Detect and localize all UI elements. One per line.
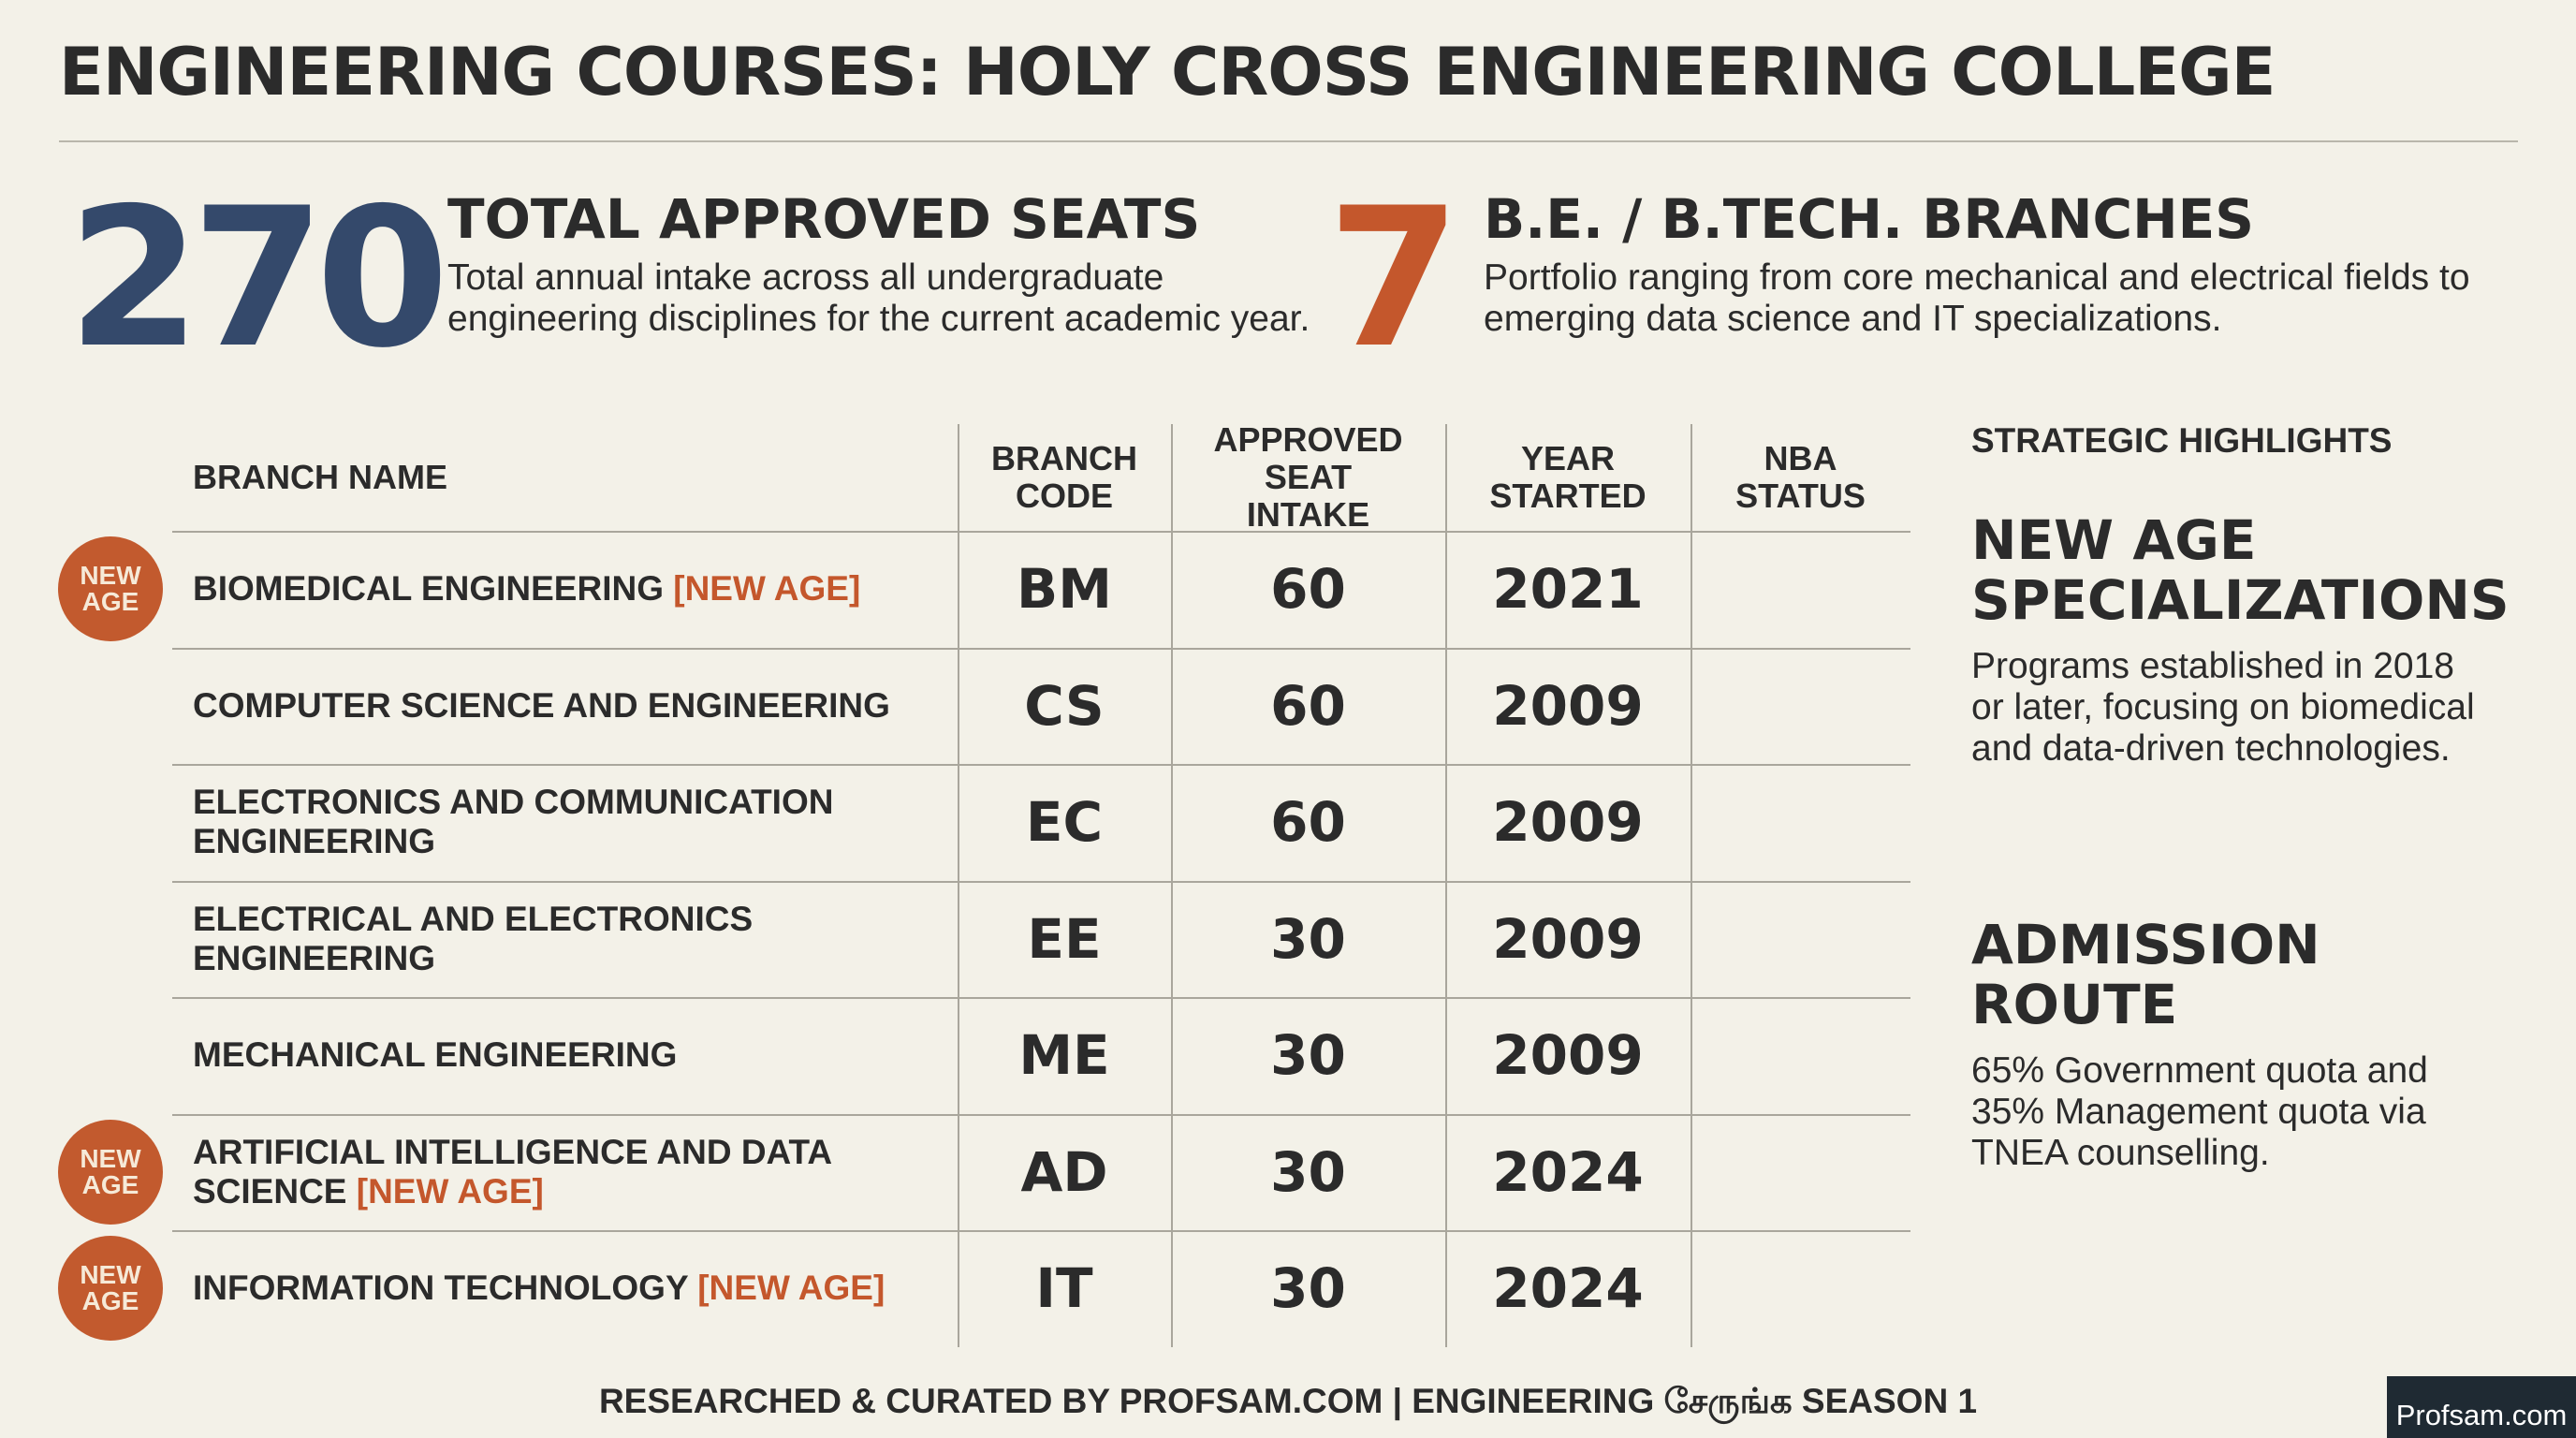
column-header: APPROVED SEAT INTAKE xyxy=(1213,420,1403,534)
branch-name-text: MECHANICAL ENGINEERING xyxy=(193,1035,677,1075)
column-divider xyxy=(1690,424,1692,1347)
year-started: 2009 xyxy=(1492,906,1644,971)
branch-name: ELECTRICAL AND ELECTRONICS ENGINEERING xyxy=(193,899,754,977)
row-divider xyxy=(172,997,1910,999)
sidebar-heading: STRATEGIC HIGHLIGHTS xyxy=(1971,421,2393,460)
highlight-text: 65% Government quota and 35% Management … xyxy=(1971,1050,2428,1173)
new-age-badge: NEW AGE xyxy=(58,1119,163,1225)
branch-name: INFORMATION TECHNOLOGY xyxy=(193,1269,688,1308)
branch-name: ARTIFICIAL INTELLIGENCE AND DATA SCIENCE xyxy=(193,1132,831,1211)
year-started: 2024 xyxy=(1492,1256,1644,1321)
column-header: NBA STATUS xyxy=(1735,439,1866,515)
branch-name-text: ELECTRICAL AND ELECTRONICS ENGINEERING xyxy=(193,900,901,978)
stat-number: 7 xyxy=(1327,168,1461,390)
branch-name-text: ELECTRONICS AND COMMUNICATION ENGINEERIN… xyxy=(193,783,901,861)
branch-name: MECHANICAL ENGINEERING xyxy=(193,1035,678,1075)
new-age-tag: [NEW AGE] xyxy=(673,569,861,609)
column-header: BRANCH CODE xyxy=(991,439,1137,515)
column-divider xyxy=(958,424,959,1347)
branch-name: ARTIFICIAL INTELLIGENCE AND DATA SCIENCE… xyxy=(172,1114,958,1231)
row-divider xyxy=(172,764,1910,766)
seat-intake: 60 xyxy=(1270,790,1346,855)
branch-name: BIOMEDICAL ENGINEERING xyxy=(193,569,664,609)
seat-intake: 30 xyxy=(1270,1023,1346,1088)
new-age-tag: [NEW AGE] xyxy=(697,1269,886,1308)
highlight-text: Programs established in 2018 or later, f… xyxy=(1971,646,2475,769)
branch-code: ME xyxy=(1018,1023,1110,1088)
seat-intake: 30 xyxy=(1270,1256,1346,1321)
row-divider xyxy=(172,1230,1910,1232)
year-started: 2009 xyxy=(1492,790,1644,855)
branch-name-text: INFORMATION TECHNOLOGY [NEW AGE] xyxy=(193,1269,885,1308)
stat-title: B.E. / B.TECH. BRANCHES xyxy=(1484,187,2255,251)
year-started: 2009 xyxy=(1492,1023,1644,1088)
stat-description: Total annual intake across all undergrad… xyxy=(447,257,1310,339)
branch-code: CS xyxy=(1024,673,1105,738)
row-divider xyxy=(172,647,1910,650)
row-divider xyxy=(172,1113,1910,1116)
row-divider xyxy=(172,531,1910,533)
branch-name: ELECTRONICS AND COMMUNICATION ENGINEERIN… xyxy=(193,783,834,861)
branch-name-text: ARTIFICIAL INTELLIGENCE AND DATA SCIENCE… xyxy=(193,1133,901,1211)
branch-name: ELECTRONICS AND COMMUNICATION ENGINEERIN… xyxy=(172,764,958,881)
watermark: Profsam.com xyxy=(2387,1376,2576,1438)
branch-name-text: COMPUTER SCIENCE AND ENGINEERING xyxy=(193,686,890,726)
new-age-badge: NEW AGE xyxy=(58,536,163,642)
stat-description: Portfolio ranging from core mechanical a… xyxy=(1484,257,2470,339)
page-title: ENGINEERING COURSES: HOLY CROSS ENGINEER… xyxy=(59,34,2276,110)
seat-intake: 30 xyxy=(1270,906,1346,971)
branch-code: IT xyxy=(1035,1256,1093,1321)
branch-code: EE xyxy=(1027,906,1102,971)
branch-code: BM xyxy=(1017,557,1112,622)
branch-name: COMPUTER SCIENCE AND ENGINEERING xyxy=(193,685,890,725)
seat-intake: 60 xyxy=(1270,557,1346,622)
branch-name: COMPUTER SCIENCE AND ENGINEERING xyxy=(172,648,958,765)
badge-text: NEW AGE xyxy=(80,1143,141,1199)
seat-intake: 30 xyxy=(1270,1139,1346,1204)
branch-name: MECHANICAL ENGINEERING xyxy=(172,997,958,1114)
year-started: 2021 xyxy=(1492,557,1644,622)
year-started: 2024 xyxy=(1492,1139,1644,1204)
row-divider xyxy=(172,880,1910,883)
seat-intake: 60 xyxy=(1270,673,1346,738)
branch-name-text: BIOMEDICAL ENGINEERING [NEW AGE] xyxy=(193,569,860,609)
branch-code: AD xyxy=(1020,1139,1108,1204)
highlight-title: ADMISSION ROUTE xyxy=(1971,913,2320,1036)
new-age-tag: [NEW AGE] xyxy=(356,1171,544,1211)
stat-title: TOTAL APPROVED SEATS xyxy=(447,187,1201,251)
branch-name: ELECTRICAL AND ELECTRONICS ENGINEERING xyxy=(172,881,958,998)
badge-text: NEW AGE xyxy=(80,1260,141,1316)
branch-code: EC xyxy=(1025,790,1104,855)
footer-credit: RESEARCHED & CURATED BY PROFSAM.COM | EN… xyxy=(598,1382,1978,1420)
divider xyxy=(59,140,2518,142)
branch-name: BIOMEDICAL ENGINEERING [NEW AGE] xyxy=(172,531,958,648)
badge-text: NEW AGE xyxy=(80,561,141,617)
column-header: BRANCH NAME xyxy=(193,458,447,496)
column-divider xyxy=(1171,424,1173,1347)
column-divider xyxy=(1445,424,1447,1347)
new-age-badge: NEW AGE xyxy=(58,1236,163,1342)
stat-number: 270 xyxy=(67,168,449,390)
year-started: 2009 xyxy=(1492,673,1644,738)
branch-name: INFORMATION TECHNOLOGY [NEW AGE] xyxy=(172,1230,958,1347)
highlight-title: NEW AGE SPECIALIZATIONS xyxy=(1971,508,2510,632)
column-header: YEAR STARTED xyxy=(1489,439,1647,515)
